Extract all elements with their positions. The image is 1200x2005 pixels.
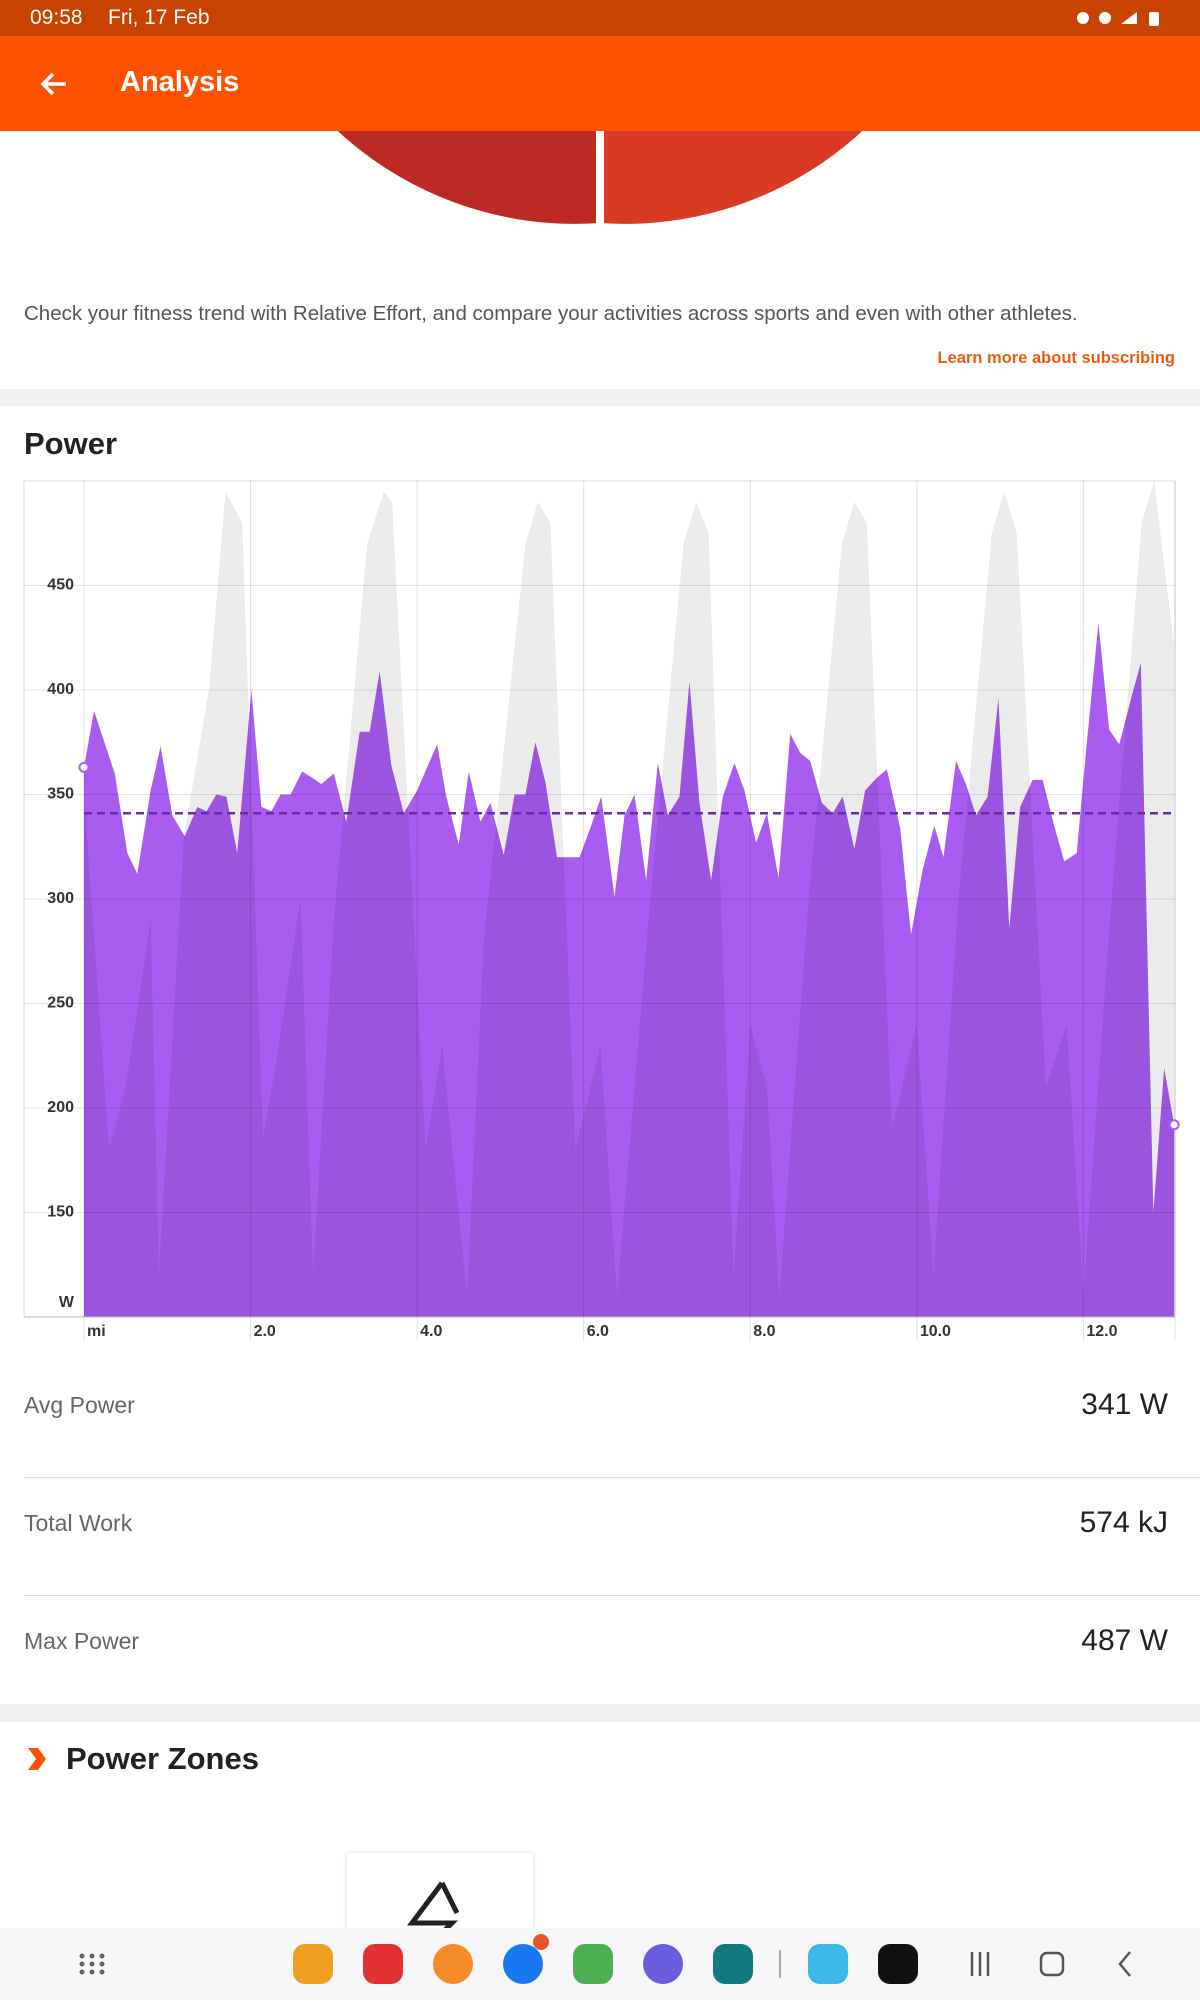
app-bar: Analysis (0, 36, 1200, 131)
zone-card (347, 1853, 533, 1935)
section-title: Power (24, 426, 118, 461)
elevation-area (84, 481, 1175, 1317)
power-chart: W 150 200 250 300 350 400 450 mi 2.0 4.0 6.0 8.0 10.0… (23, 480, 1180, 1341)
x-tick-label: 4.0 (420, 1323, 442, 1340)
x-tick-label: 8.0 (753, 1323, 775, 1340)
y-tick-label: 300 (47, 890, 74, 907)
stat-value: 487 W (1081, 1624, 1168, 1657)
nav-bar (0, 1928, 1200, 2000)
pie-fragment (337, 131, 863, 231)
stat-row: Max Power 487 W (24, 1596, 1200, 1713)
time: 09:58 (30, 6, 83, 29)
y-tick-label: 400 (47, 681, 74, 698)
stat-label: Total Work (24, 1510, 133, 1536)
dock (79, 1934, 1131, 1984)
y-tick-label: 200 (47, 1099, 74, 1116)
x-tick-label: 6.0 (587, 1323, 609, 1340)
x-tick-label: 12.0 (1086, 1323, 1117, 1340)
x-tick-label: mi (87, 1323, 106, 1340)
y-tick-label: 150 (47, 1204, 74, 1221)
y-tick-label: 350 (47, 786, 74, 803)
stat-row: Total Work 574 kJ (24, 1478, 1200, 1596)
chevron-icon (28, 1748, 46, 1770)
date: Fri, 17 Feb (108, 6, 210, 29)
stat-value: 341 W (1081, 1388, 1168, 1421)
stats: Avg Power 341 W Total Work 574 kJ Max Power 4… (0, 1360, 1200, 1713)
x-tick-label: 2.0 (254, 1323, 276, 1340)
stat-label: Max Power (24, 1628, 140, 1654)
divider-band (0, 1704, 1200, 1722)
y-tick-label: W (59, 1294, 75, 1311)
stat-value: 574 kJ (1079, 1506, 1168, 1539)
subscribe-link[interactable]: Learn more about subscribing (937, 349, 1175, 367)
x-tick-label: 10.0 (920, 1323, 951, 1340)
status-bar: 09:58 Fri, 17 Feb (0, 0, 1200, 36)
power-area (84, 623, 1175, 1317)
divider-band (0, 389, 1200, 406)
promo-text: Check your fitness trend with Relative E… (24, 302, 1078, 325)
stat-row: Avg Power 341 W (24, 1360, 1200, 1478)
back-button[interactable] (38, 69, 70, 99)
y-tick-label: 250 (47, 995, 74, 1012)
stat-label: Avg Power (24, 1392, 135, 1418)
section-title: Power Zones (66, 1741, 259, 1776)
status-icons (1075, 10, 1165, 26)
endpoint-marker (78, 761, 90, 773)
screen-title: Analysis (120, 66, 240, 98)
endpoint-marker (1168, 1119, 1180, 1131)
y-tick-label: 450 (47, 577, 74, 594)
